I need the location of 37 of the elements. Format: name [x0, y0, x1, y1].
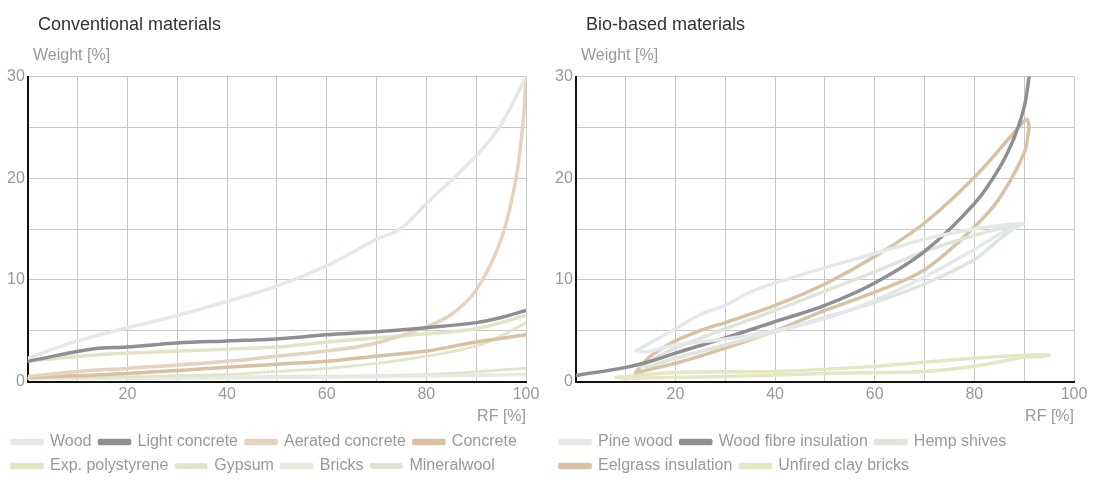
y-tick-label: 30	[7, 67, 25, 85]
x-tick-label: 60	[865, 384, 884, 402]
y-tick-label: 30	[555, 67, 573, 85]
legend-label: Gypsum	[214, 456, 274, 474]
y-tick-label: 0	[563, 372, 573, 390]
x-tick-label: 100	[1060, 384, 1088, 402]
x-tick-label: 80	[417, 384, 436, 402]
chart-title: Conventional materials	[38, 14, 222, 35]
x-tick-label: 60	[317, 384, 336, 402]
legend-label: Wood	[50, 432, 92, 450]
legend-label: Mineralwool	[409, 456, 495, 474]
legend-label: Concrete	[451, 432, 517, 450]
legend-label: Wood fibre insulation	[718, 432, 868, 450]
legend-label: Pine wood	[598, 432, 673, 450]
x-tick-label: 100	[512, 384, 540, 402]
x-tick-label: 40	[766, 384, 785, 402]
y-tick-label: 10	[555, 270, 573, 288]
legend-label: Hemp shives	[913, 432, 1007, 450]
legend-label: Eelgrass insulation	[598, 456, 733, 474]
x-tick-label: 80	[965, 384, 984, 402]
y-axis-title: Weight [%]	[581, 46, 659, 64]
legend-label: Light concrete	[137, 432, 239, 450]
x-tick-label: 20	[118, 384, 137, 402]
legend-label: Aerated concrete	[284, 432, 406, 450]
y-tick-label: 20	[555, 168, 573, 186]
chart-title: Bio-based materials	[586, 14, 746, 35]
y-tick-label: 10	[7, 270, 25, 288]
x-tick-label: 20	[666, 384, 685, 402]
y-axis-title: Weight [%]	[33, 46, 111, 64]
legend-label: Exp. polystyrene	[50, 456, 169, 474]
x-tick-label: 40	[218, 384, 237, 402]
legend-label: Unfired clay bricks	[778, 456, 909, 474]
x-axis-title: RF [%]	[477, 406, 526, 424]
y-tick-label: 0	[15, 372, 25, 390]
x-axis-title: RF [%]	[1025, 406, 1074, 424]
y-tick-label: 20	[7, 168, 25, 186]
legend-label: Bricks	[319, 456, 364, 474]
